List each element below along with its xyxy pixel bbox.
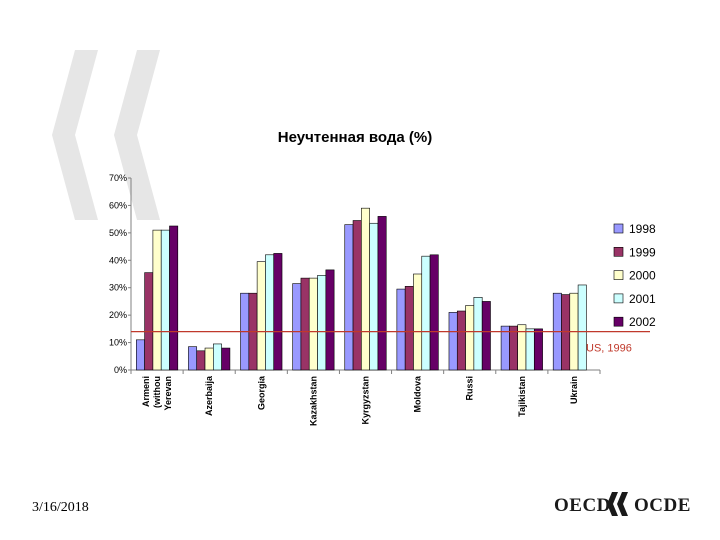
bar-2000 bbox=[413, 273, 423, 371]
category-label: Russi bbox=[465, 376, 475, 401]
bar-1999 bbox=[404, 286, 414, 371]
category-labels: Armeni (withou Yerevan Azerbaija Georgia Kaza… bbox=[141, 375, 579, 426]
bar-2001 bbox=[421, 255, 431, 371]
y-tick-label: 20% bbox=[109, 310, 127, 320]
bar-2002 bbox=[273, 253, 283, 371]
legend-swatch-1998 bbox=[613, 223, 624, 234]
y-tick-label: 10% bbox=[109, 338, 127, 348]
bar-1999 bbox=[352, 220, 362, 371]
bar-2001 bbox=[317, 275, 327, 371]
y-tick-label: 70% bbox=[109, 173, 127, 183]
bar-2000 bbox=[361, 207, 370, 371]
y-tick-label: 50% bbox=[109, 228, 127, 238]
category-label: Azerbaija bbox=[204, 375, 214, 416]
reference-line-label: US, 1996 bbox=[586, 343, 632, 355]
bar-2002 bbox=[481, 301, 491, 371]
category-label: Georgia bbox=[256, 375, 266, 410]
bar-1999 bbox=[300, 277, 310, 371]
chart-title: Неучтенная вода (%) bbox=[278, 129, 432, 146]
bar-2002 bbox=[169, 225, 179, 371]
legend-swatch-2001 bbox=[613, 293, 624, 304]
bar-2002 bbox=[533, 328, 543, 371]
category-label: Kazakhstan bbox=[308, 376, 318, 426]
footer-date: 3/16/2018 bbox=[32, 500, 89, 515]
bar-2002 bbox=[377, 216, 387, 371]
category-label: Kyrgyzstan bbox=[361, 376, 371, 425]
y-tick-label: 30% bbox=[109, 283, 127, 293]
category-label: Ukrain bbox=[569, 376, 579, 404]
logo-left-text: OECD bbox=[554, 495, 611, 516]
legend-label-1999: 1999 bbox=[629, 245, 656, 259]
decor-chevrons bbox=[52, 50, 160, 220]
bar-2000 bbox=[465, 305, 475, 371]
bar-1998 bbox=[136, 339, 145, 371]
bar-2001 bbox=[577, 284, 587, 371]
bar-2000 bbox=[152, 229, 162, 371]
legend-swatch-2002 bbox=[613, 316, 624, 327]
legend-label-2001: 2001 bbox=[629, 292, 656, 306]
decor-chevron-right bbox=[114, 50, 160, 220]
bar-2001 bbox=[473, 297, 483, 371]
category-label: (withou bbox=[152, 376, 162, 408]
bar-2001 bbox=[265, 254, 275, 371]
y-tick-label: 0% bbox=[114, 365, 127, 375]
bar-2001 bbox=[160, 229, 170, 371]
y-tick-label: 40% bbox=[109, 255, 127, 265]
legend-swatch-1999 bbox=[613, 247, 624, 257]
bar-1999 bbox=[456, 310, 466, 371]
category-label: Tajikistan bbox=[517, 376, 527, 417]
logo-right-text: OCDE bbox=[634, 495, 691, 516]
legend-label-2002: 2002 bbox=[629, 315, 656, 329]
bar-2000 bbox=[204, 347, 214, 371]
bar-1999 bbox=[561, 294, 571, 371]
bar-2001 bbox=[525, 328, 535, 371]
bar-1998 bbox=[396, 288, 406, 371]
bar-2000 bbox=[256, 261, 266, 371]
bar-1999 bbox=[509, 325, 518, 371]
legend-swatch-2000 bbox=[613, 270, 624, 280]
bar-1999 bbox=[144, 272, 154, 371]
legend: 1998 1999 2000 2001 2002 bbox=[613, 222, 656, 329]
bar-1998 bbox=[188, 346, 198, 371]
bar-2002 bbox=[429, 254, 439, 371]
category-label: Armeni bbox=[141, 376, 151, 407]
bar-2002 bbox=[221, 347, 231, 371]
category-label: Yerevan bbox=[163, 376, 173, 411]
reference-line-layer: US, 1996 bbox=[131, 331, 650, 355]
legend-label-2000: 2000 bbox=[629, 269, 656, 283]
bar-1998 bbox=[292, 283, 302, 371]
bar-2002 bbox=[325, 269, 335, 371]
y-tick-label: 60% bbox=[109, 200, 127, 210]
oecd-logo: OECD OCDE bbox=[554, 492, 691, 516]
bar-1999 bbox=[196, 350, 206, 371]
category-label: Moldova bbox=[413, 375, 423, 412]
logo-mark-icon bbox=[607, 492, 628, 516]
bar-1998 bbox=[500, 325, 510, 371]
legend-label-1998: 1998 bbox=[629, 222, 656, 236]
bars-layer bbox=[136, 207, 587, 371]
bar-2000 bbox=[308, 277, 318, 371]
bar-2001 bbox=[213, 343, 222, 371]
bar-1998 bbox=[344, 224, 354, 371]
decor-chevron-left bbox=[52, 50, 98, 220]
bar-2001 bbox=[369, 222, 379, 371]
bar-1998 bbox=[448, 312, 458, 371]
